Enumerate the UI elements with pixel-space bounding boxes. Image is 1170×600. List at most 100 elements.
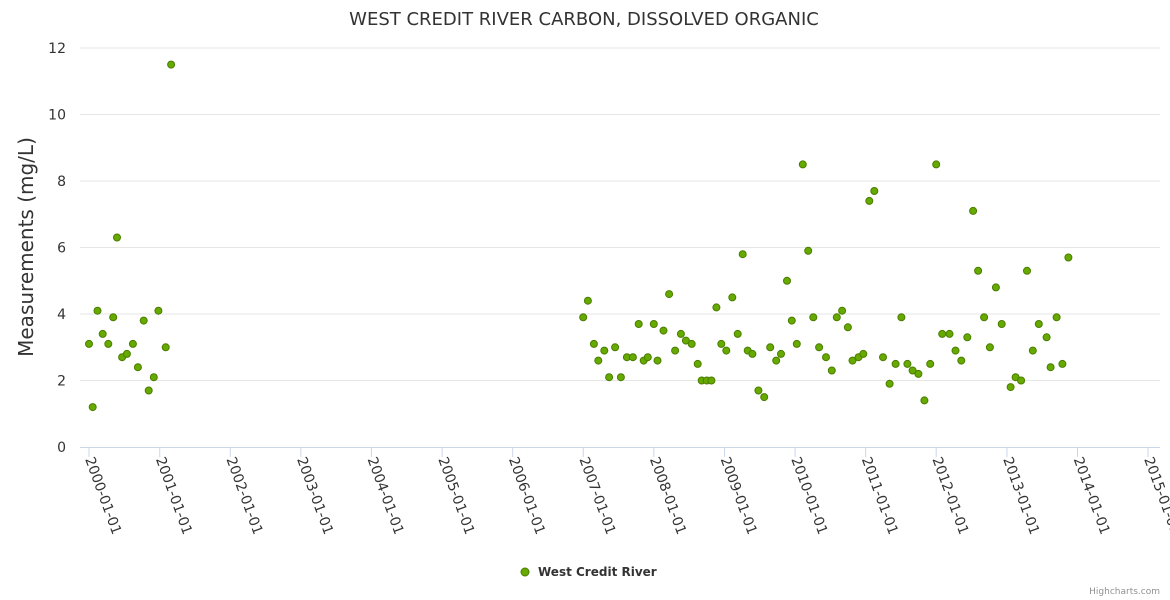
legend-item-west-credit-river[interactable]: West Credit River: [538, 565, 657, 579]
data-point[interactable]: [1023, 266, 1031, 275]
data-point[interactable]: [717, 339, 726, 348]
data-point[interactable]: [798, 160, 807, 169]
data-point[interactable]: [671, 346, 680, 355]
data-point[interactable]: [687, 339, 696, 348]
data-point[interactable]: [154, 306, 163, 315]
data-point[interactable]: [589, 339, 598, 348]
data-point[interactable]: [616, 373, 625, 382]
data-point[interactable]: [897, 313, 906, 322]
data-point[interactable]: [1058, 359, 1067, 368]
data-point[interactable]: [733, 329, 742, 338]
data-point[interactable]: [128, 339, 137, 348]
data-point[interactable]: [908, 366, 917, 375]
data-point[interactable]: [1017, 376, 1026, 385]
data-point[interactable]: [1046, 363, 1055, 372]
data-point[interactable]: [1042, 333, 1051, 342]
data-point[interactable]: [605, 373, 614, 382]
data-point[interactable]: [754, 386, 763, 395]
data-point[interactable]: [676, 329, 685, 338]
data-point[interactable]: [997, 320, 1006, 328]
data-point[interactable]: [932, 160, 941, 169]
data-point[interactable]: [766, 343, 775, 352]
data-point[interactable]: [985, 343, 994, 352]
data-point[interactable]: [969, 206, 978, 215]
data-point[interactable]: [1064, 253, 1073, 262]
data-point[interactable]: [926, 359, 935, 368]
data-point[interactable]: [109, 313, 118, 322]
data-point[interactable]: [1006, 383, 1015, 392]
data-point[interactable]: [104, 339, 113, 348]
data-point[interactable]: [974, 266, 983, 275]
data-point[interactable]: [738, 250, 747, 259]
data-point[interactable]: [600, 346, 609, 355]
data-point[interactable]: [827, 366, 836, 375]
data-point[interactable]: [628, 353, 637, 362]
data-point[interactable]: [951, 346, 960, 355]
data-point[interactable]: [777, 349, 785, 358]
data-point[interactable]: [634, 320, 643, 328]
data-point[interactable]: [594, 356, 603, 365]
data-point[interactable]: [885, 379, 894, 388]
data-point[interactable]: [957, 356, 966, 365]
data-point[interactable]: [914, 369, 923, 378]
data-point[interactable]: [649, 320, 658, 328]
data-point[interactable]: [787, 316, 796, 325]
data-point[interactable]: [920, 396, 929, 405]
data-point[interactable]: [1034, 320, 1043, 328]
data-point[interactable]: [792, 339, 801, 348]
data-point[interactable]: [133, 363, 142, 372]
data-point[interactable]: [891, 359, 900, 368]
data-point[interactable]: [712, 303, 721, 312]
data-point[interactable]: [838, 306, 847, 315]
data-point[interactable]: [579, 313, 588, 322]
data-point[interactable]: [980, 313, 989, 322]
data-point[interactable]: [991, 283, 1000, 292]
data-point[interactable]: [1028, 346, 1037, 355]
data-point[interactable]: [665, 290, 674, 299]
data-point[interactable]: [693, 359, 702, 368]
data-point[interactable]: [783, 276, 791, 285]
legend[interactable]: West Credit River: [520, 565, 657, 579]
data-point[interactable]: [832, 313, 841, 322]
data-point[interactable]: [583, 296, 592, 305]
data-point[interactable]: [822, 353, 830, 362]
data-point[interactable]: [748, 349, 757, 358]
data-point[interactable]: [707, 376, 716, 385]
data-point[interactable]: [859, 349, 868, 358]
data-point[interactable]: [772, 356, 781, 365]
data-point[interactable]: [938, 329, 947, 338]
data-point[interactable]: [85, 339, 93, 348]
data-point[interactable]: [848, 356, 857, 365]
data-point[interactable]: [809, 313, 818, 322]
data-point[interactable]: [113, 233, 121, 242]
data-point[interactable]: [149, 373, 158, 382]
data-point[interactable]: [963, 333, 972, 342]
data-point[interactable]: [144, 386, 153, 395]
series-west-credit-river[interactable]: [85, 60, 1073, 412]
data-point[interactable]: [139, 316, 148, 325]
data-point[interactable]: [865, 196, 874, 205]
data-point[interactable]: [88, 403, 97, 412]
credits-link[interactable]: Highcharts.com: [1089, 587, 1160, 597]
data-point[interactable]: [98, 329, 107, 338]
data-point[interactable]: [843, 323, 852, 332]
data-point[interactable]: [870, 187, 879, 195]
data-point[interactable]: [653, 356, 662, 365]
data-point[interactable]: [945, 329, 954, 338]
data-point[interactable]: [93, 306, 102, 315]
data-point[interactable]: [161, 343, 170, 352]
data-point[interactable]: [122, 349, 131, 358]
data-point[interactable]: [659, 326, 668, 335]
data-point[interactable]: [815, 343, 824, 352]
data-point[interactable]: [728, 293, 737, 302]
data-point[interactable]: [611, 343, 620, 352]
data-point[interactable]: [804, 246, 813, 255]
data-point[interactable]: [681, 336, 690, 345]
data-point[interactable]: [903, 359, 912, 368]
data-point[interactable]: [167, 60, 176, 69]
data-point[interactable]: [760, 393, 769, 402]
data-point[interactable]: [1052, 313, 1061, 322]
data-point[interactable]: [879, 353, 887, 362]
data-point[interactable]: [643, 353, 652, 362]
data-point[interactable]: [722, 346, 731, 355]
